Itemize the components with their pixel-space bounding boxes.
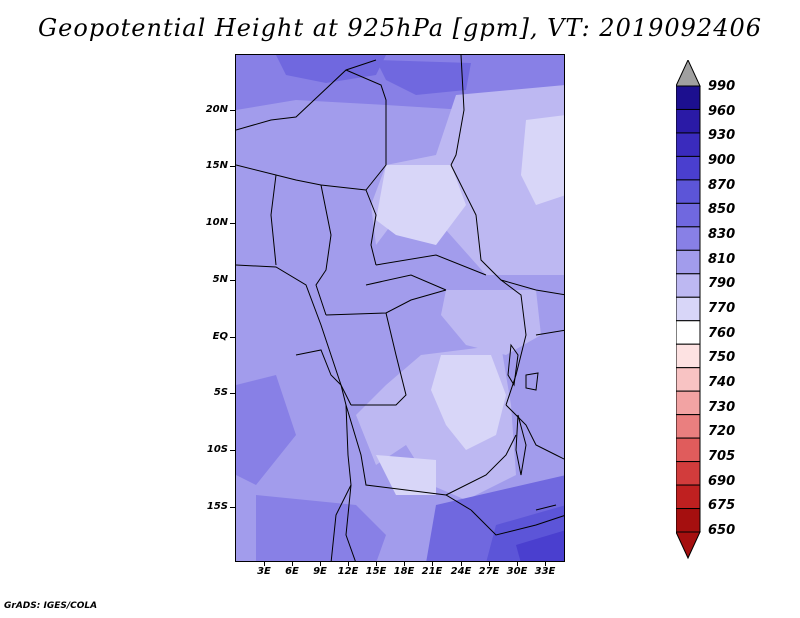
lon-tick-label: 6E — [285, 566, 299, 577]
colorbar-box — [676, 461, 701, 486]
colorbar-label: 740 — [708, 375, 736, 390]
map-title: Geopotential Height at 925hPa [gpm], VT:… — [38, 14, 762, 42]
geopotential-field — [236, 55, 564, 561]
lat-tick-label: 5S — [213, 387, 228, 398]
lon-tick-label: 15E — [365, 566, 387, 577]
colorbar-box — [676, 367, 701, 392]
colorbar-label: 870 — [708, 178, 736, 193]
lat-tick-label: 10S — [206, 444, 228, 455]
lat-tick — [230, 280, 235, 281]
lon-tick — [264, 562, 265, 566]
colorbar-label: 930 — [708, 128, 736, 143]
colorbar-box — [676, 155, 701, 181]
lat-tick-label: 5N — [212, 274, 228, 285]
lat-tick-label: 10N — [205, 217, 228, 228]
colorbar-box — [676, 108, 701, 134]
lat-tick — [230, 393, 235, 394]
colorbar-label: 810 — [708, 252, 736, 267]
lon-tick-label: 24E — [450, 566, 472, 577]
lon-tick — [489, 562, 490, 566]
lon-tick-label: 33E — [534, 566, 556, 577]
lon-tick-label: 9E — [313, 566, 327, 577]
colorbar-label: 705 — [708, 449, 736, 464]
lat-tick — [230, 337, 235, 338]
colorbar-box — [676, 132, 701, 157]
colorbar-box — [676, 202, 701, 228]
lon-tick-label: 27E — [478, 566, 500, 577]
colorbar-box — [676, 508, 701, 533]
lon-tick — [432, 562, 433, 566]
colorbar-box — [676, 296, 701, 322]
lat-tick — [230, 166, 235, 167]
lat-tick-label: EQ — [212, 331, 228, 342]
lon-tick — [348, 562, 349, 566]
lat-tick — [230, 507, 235, 508]
colorbar-box — [676, 320, 701, 345]
lon-tick — [545, 562, 546, 566]
colorbar-box — [676, 273, 701, 298]
colorbar-label: 675 — [708, 498, 736, 513]
colorbar-box — [676, 179, 701, 204]
map-panel — [235, 54, 565, 562]
colorbar-box — [676, 437, 701, 463]
colorbar-label: 690 — [708, 474, 736, 489]
colorbar-label: 960 — [708, 104, 736, 119]
grads-credit: GrADS: IGES/COLA — [4, 601, 98, 611]
colorbar-top-arrow — [676, 60, 701, 87]
lon-tick — [404, 562, 405, 566]
colorbar-label: 850 — [708, 202, 736, 217]
lat-tick — [230, 450, 235, 451]
lon-tick-label: 3E — [257, 566, 271, 577]
colorbar-label: 650 — [708, 523, 736, 538]
lon-tick — [320, 562, 321, 566]
lat-tick-label: 20N — [205, 104, 228, 115]
colorbar-box — [676, 249, 701, 275]
colorbar-label: 790 — [708, 276, 736, 291]
lat-tick — [230, 223, 235, 224]
colorbar-label: 750 — [708, 350, 736, 365]
colorbar-label: 760 — [708, 326, 736, 341]
colorbar-box — [676, 343, 701, 369]
lat-tick-label: 15S — [206, 501, 228, 512]
colorbar-box — [676, 414, 701, 439]
colorbar-label: 770 — [708, 301, 736, 316]
colorbar-boxes — [676, 85, 701, 533]
colorbar-label: 990 — [708, 79, 736, 94]
lon-tick — [461, 562, 462, 566]
colorbar-label: 730 — [708, 400, 736, 415]
lon-tick-label: 30E — [506, 566, 528, 577]
colorbar-bottom-arrow — [676, 531, 701, 560]
colorbar-label: 830 — [708, 227, 736, 242]
lon-tick-label: 12E — [337, 566, 359, 577]
colorbar-label: 900 — [708, 153, 736, 168]
lat-tick-label: 15N — [205, 160, 228, 171]
lon-tick-label: 21E — [421, 566, 443, 577]
lat-tick — [230, 110, 235, 111]
colorbar-label: 720 — [708, 424, 736, 439]
lon-tick — [376, 562, 377, 566]
colorbar-box — [676, 226, 701, 251]
lon-tick — [517, 562, 518, 566]
colorbar-box — [676, 390, 701, 416]
colorbar-box — [676, 85, 701, 110]
colorbar — [676, 60, 701, 560]
lon-tick — [292, 562, 293, 566]
lon-tick-label: 18E — [393, 566, 415, 577]
colorbar-box — [676, 484, 701, 510]
